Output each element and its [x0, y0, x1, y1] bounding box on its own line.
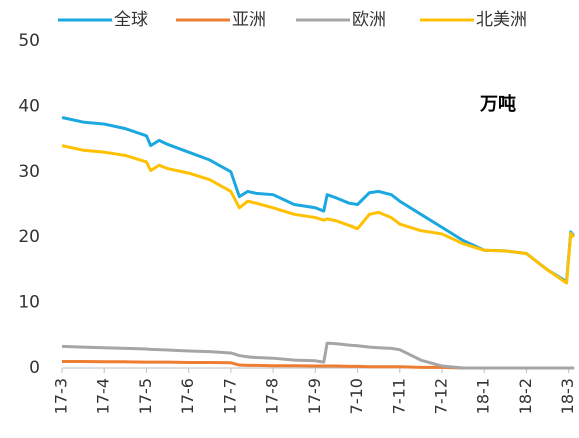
legend-label: 欧洲 [352, 10, 386, 30]
x-tick-label: 18-3 [558, 378, 577, 414]
x-tick-label: 18-1 [474, 378, 493, 414]
x-tick-label: 17-6 [178, 378, 197, 414]
series-line [61, 116, 575, 284]
x-tick-label: 7-11 [389, 378, 408, 414]
x-tick-label: 17-4 [94, 378, 113, 414]
x-tick-label: 17-7 [220, 378, 239, 414]
legend-label: 全球 [114, 10, 148, 30]
series-line [61, 341, 574, 370]
y-tick-label: 20 [18, 227, 40, 247]
x-tick-label: 18-2 [516, 378, 535, 414]
y-tick-label: 30 [18, 162, 40, 182]
x-tick-label: 17-8 [263, 378, 282, 414]
y-tick-label: 0 [29, 358, 40, 378]
x-tick-label: 7-10 [347, 378, 366, 414]
x-tick-label: 17-9 [305, 378, 324, 414]
y-tick-label: 50 [18, 31, 40, 51]
unit-annotation: 万吨 [479, 93, 516, 115]
y-tick-label: 40 [18, 96, 40, 116]
x-tick-label: 17-3 [52, 378, 71, 414]
x-tick-label: 17-5 [136, 378, 155, 414]
series-line [61, 144, 575, 285]
legend-label: 北美洲 [476, 10, 527, 30]
legend-label: 亚洲 [232, 10, 266, 30]
x-tick-label: 7-12 [432, 378, 451, 414]
y-tick-label: 10 [18, 293, 40, 313]
